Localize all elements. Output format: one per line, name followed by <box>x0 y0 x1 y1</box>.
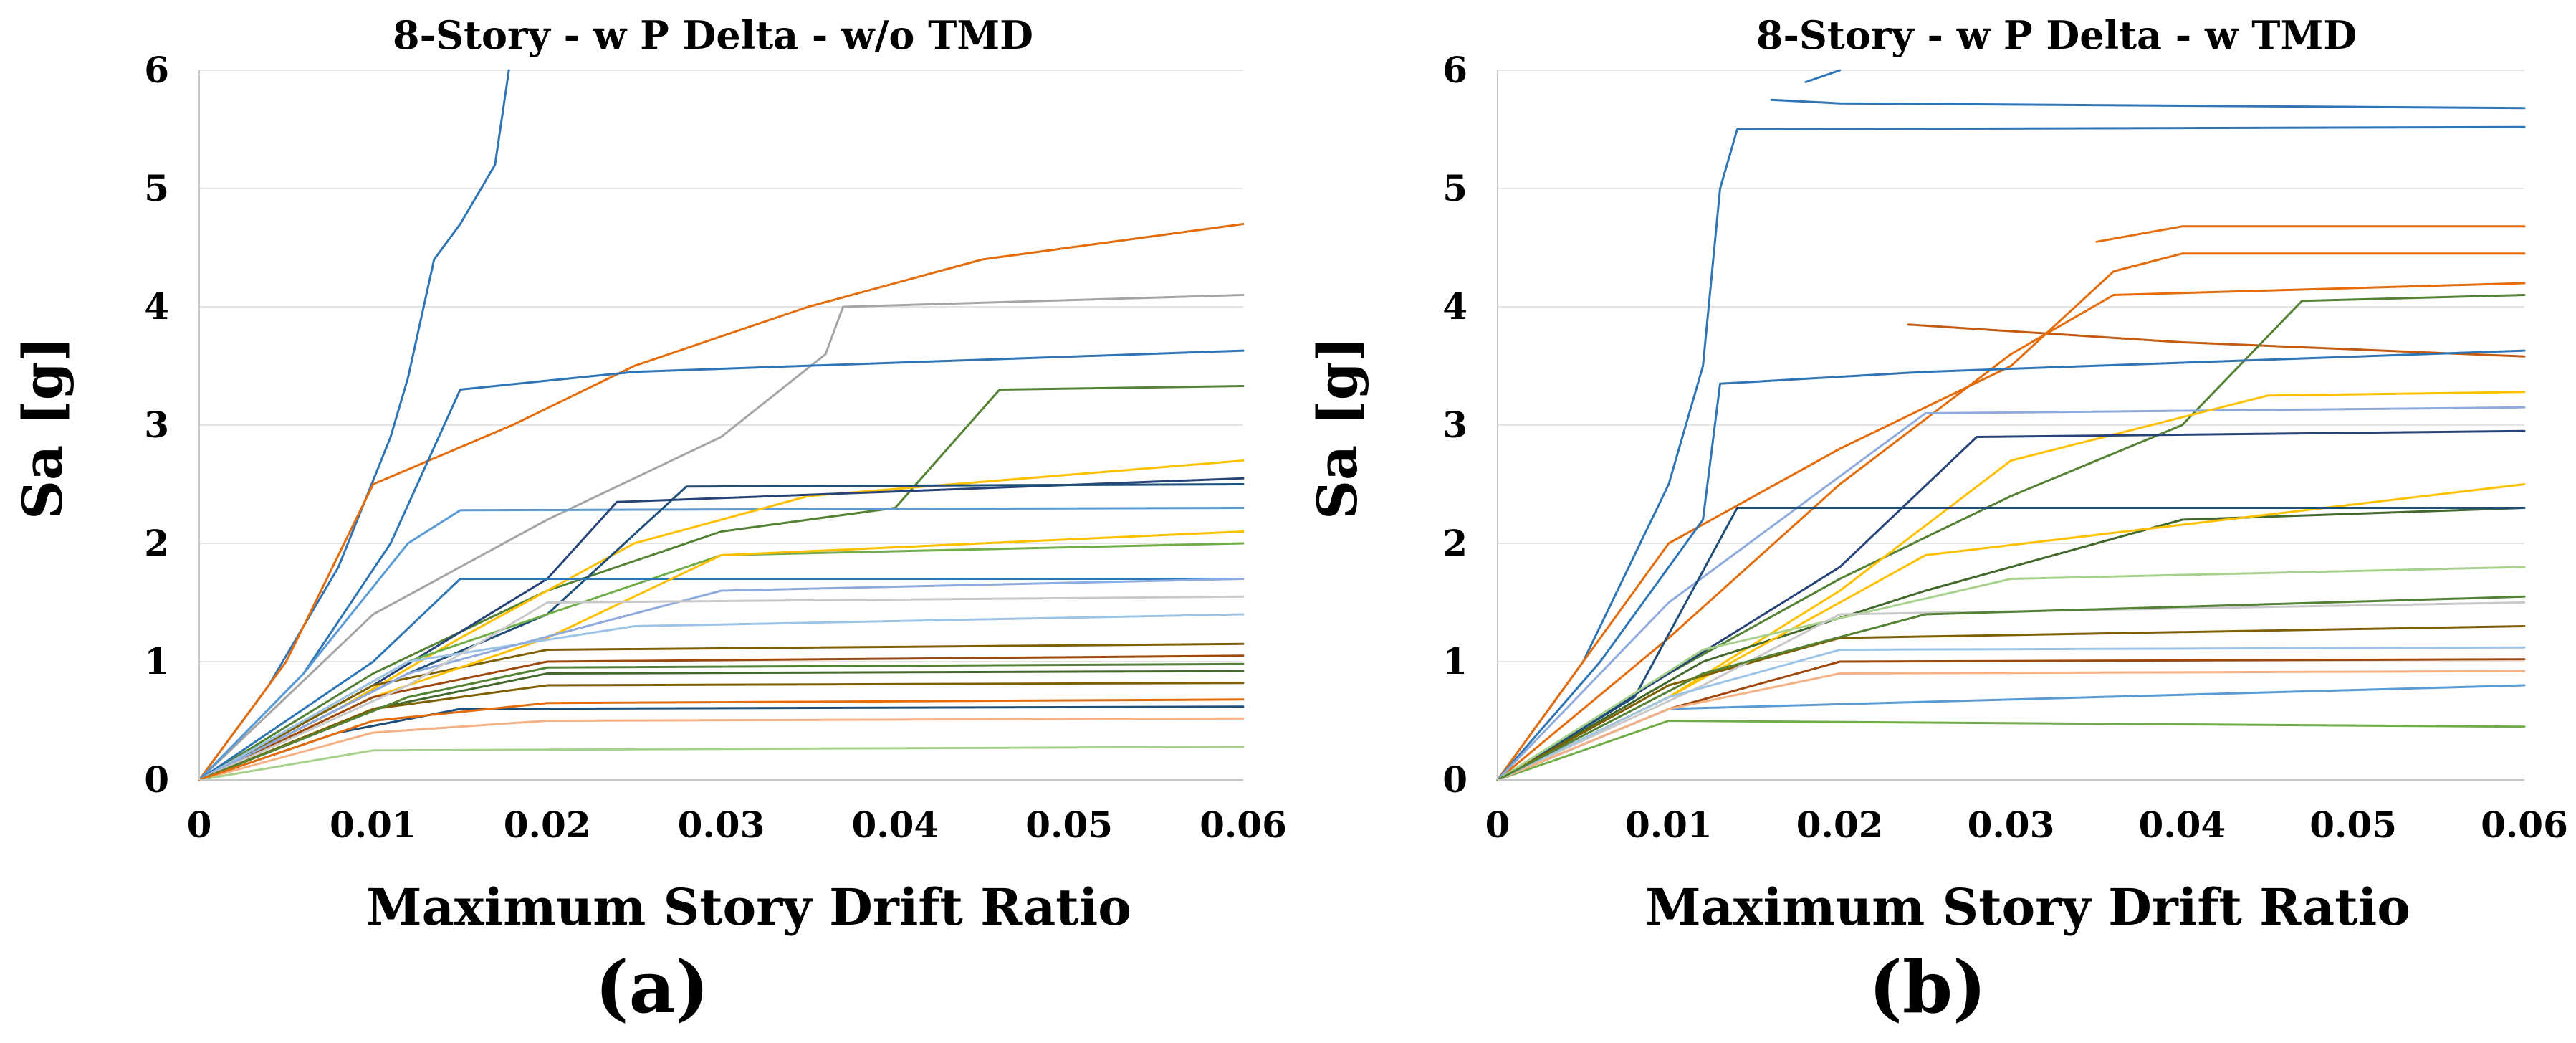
x-tick-label: 0.05 <box>1025 804 1113 846</box>
series-line-gm-5 <box>198 385 1245 781</box>
series-line-gm-13 <box>198 530 1245 781</box>
curves-a <box>198 69 1245 781</box>
series-line-gm-5 <box>2095 225 2526 243</box>
y-axis-label-a: Sa [g] <box>11 336 75 520</box>
panel-label-b: (b) <box>1869 945 1987 1029</box>
x-tick-label: 0.02 <box>1796 804 1884 846</box>
series-line-gm-23 <box>198 662 1245 781</box>
curves-b <box>1496 69 2526 781</box>
x-tick-label: 0.04 <box>2138 804 2226 846</box>
series-line-gm-21 <box>1496 601 2526 781</box>
grid-a <box>199 70 1243 662</box>
series-line-gm-21 <box>198 595 1245 781</box>
series-line-gm-3 <box>1804 69 1842 83</box>
y-tick-label: 0 <box>144 758 169 801</box>
series-line-gm-24 <box>198 698 1245 781</box>
y-ticks-b: 0 1 2 3 4 5 6 <box>1442 49 1467 801</box>
y-ticks-a: 0 1 2 3 4 5 6 <box>144 49 169 801</box>
y-tick-label: 6 <box>144 49 169 91</box>
y-tick-label: 4 <box>1442 285 1467 328</box>
x-tick-label: 0.03 <box>1968 804 2055 846</box>
y-tick-label: 1 <box>144 640 169 682</box>
series-line-gm-15 <box>198 670 1245 781</box>
series-line-gm-14 <box>1496 483 2526 781</box>
x-tick-label: 0.03 <box>678 804 765 846</box>
series-line-gm-11 <box>1496 391 2526 781</box>
x-tick-label: 0.04 <box>851 804 939 846</box>
x-tick-label: 0.01 <box>330 804 417 846</box>
x-tick-label: 0.01 <box>1625 804 1713 846</box>
y-axis-label-b: Sa [g] <box>1306 336 1369 520</box>
series-line-gm-18 <box>198 746 1245 781</box>
x-ticks-b: 0 0.01 0.02 0.03 0.04 0.05 0.06 <box>1485 804 2568 846</box>
series-line-gm-4 <box>1496 252 2526 781</box>
series-line-gm-19 <box>198 613 1245 781</box>
x-axis-label-a: Maximum Story Drift Ratio <box>366 877 1131 937</box>
y-tick-label: 2 <box>144 522 169 564</box>
series-line-gm-15 <box>1496 507 2526 781</box>
series-line-gm-7 <box>1496 282 2526 781</box>
panel-label-a: (a) <box>595 945 709 1029</box>
series-line-gm-6 <box>198 507 1245 781</box>
y-tick-label: 2 <box>1442 522 1467 564</box>
y-tick-label: 4 <box>144 285 169 328</box>
series-line-gm-14 <box>198 654 1245 781</box>
x-tick-label: 0 <box>187 804 212 846</box>
series-line-gm-22 <box>198 682 1245 781</box>
x-tick-label: 0 <box>1485 804 1510 846</box>
series-line-gm-3 <box>198 294 1245 781</box>
y-tick-label: 3 <box>144 404 169 446</box>
series-line-gm-17 <box>1496 658 2526 781</box>
series-line-gm-16 <box>1496 625 2526 781</box>
y-tick-label: 3 <box>1442 404 1467 446</box>
x-tick-label: 0.06 <box>2481 804 2568 846</box>
series-line-gm-18 <box>1496 720 2526 781</box>
series-line-gm-6 <box>1907 323 2526 358</box>
series-line-gm-1 <box>198 69 510 781</box>
series-line-gm-24 <box>1496 595 2526 781</box>
series-line-gm-12 <box>1496 429 2526 781</box>
y-tick-label: 5 <box>1442 167 1467 209</box>
series-line-gm-13 <box>1496 507 2526 781</box>
y-tick-label: 5 <box>144 167 169 209</box>
series-line-gm-22 <box>1496 670 2526 781</box>
x-tick-label: 0.02 <box>504 804 591 846</box>
series-line-gm-2 <box>1770 98 2526 110</box>
x-tick-label: 0.05 <box>2309 804 2397 846</box>
y-tick-label: 0 <box>1442 758 1467 801</box>
y-tick-label: 1 <box>1442 640 1467 682</box>
series-line-gm-20 <box>198 578 1245 781</box>
axes-b <box>1497 70 2524 781</box>
series-line-gm-11 <box>198 578 1245 781</box>
series-line-gm-9 <box>1496 349 2526 781</box>
chart-title-b: 8-Story - w P Delta - w TMD <box>1756 12 2357 58</box>
y-tick-label: 6 <box>1442 49 1467 91</box>
series-line-gm-17 <box>198 717 1245 781</box>
x-tick-label: 0.06 <box>1200 804 1287 846</box>
axes-a <box>198 70 1243 781</box>
x-axis-label-b: Maximum Story Drift Ratio <box>1645 877 2410 937</box>
series-line-gm-23 <box>1496 646 2526 781</box>
chart-panel-b: 8-Story - w P Delta - w TMD 0 1 2 3 4 5 6 0 0.0… <box>1306 12 2568 1029</box>
chart-title-a: 8-Story - w P Delta - w/o TMD <box>393 12 1033 58</box>
x-ticks-a: 0 0.01 0.02 0.03 0.04 0.05 0.06 <box>187 804 1287 846</box>
series-line-gm-2 <box>198 223 1245 781</box>
